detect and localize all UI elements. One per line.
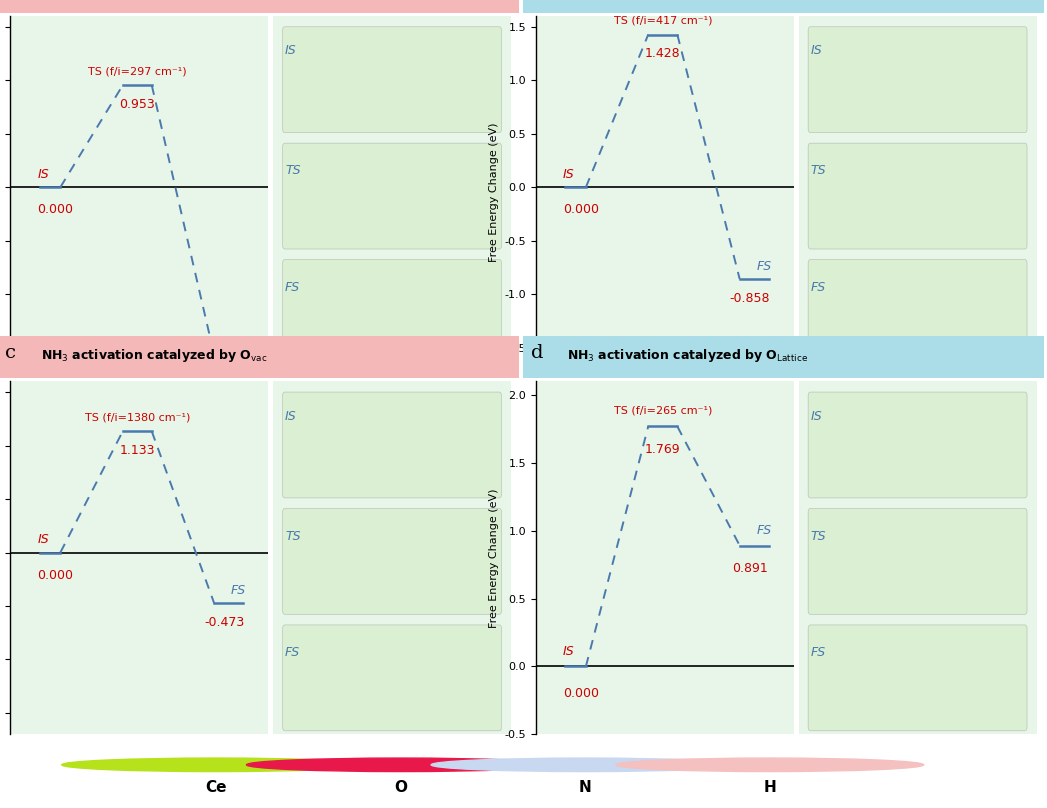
Text: 1.428: 1.428 xyxy=(645,48,681,61)
Text: H: H xyxy=(763,780,776,795)
Text: FS: FS xyxy=(285,646,300,659)
FancyBboxPatch shape xyxy=(283,625,502,730)
FancyBboxPatch shape xyxy=(283,392,502,498)
Text: 0.000: 0.000 xyxy=(38,569,73,582)
Text: IS: IS xyxy=(38,533,49,546)
FancyBboxPatch shape xyxy=(0,335,519,378)
Text: TS: TS xyxy=(285,164,300,177)
Text: 0.891: 0.891 xyxy=(732,562,767,574)
FancyBboxPatch shape xyxy=(808,27,1027,133)
Text: -0.858: -0.858 xyxy=(730,292,771,305)
Text: 0.000: 0.000 xyxy=(563,204,599,217)
Text: O: O xyxy=(394,780,407,795)
Text: FS: FS xyxy=(230,335,246,348)
FancyBboxPatch shape xyxy=(808,508,1027,614)
FancyBboxPatch shape xyxy=(283,143,502,249)
FancyBboxPatch shape xyxy=(524,0,1045,13)
Text: FS: FS xyxy=(810,646,826,659)
Text: IS: IS xyxy=(285,44,296,57)
Text: TS: TS xyxy=(810,164,826,177)
FancyBboxPatch shape xyxy=(808,259,1027,365)
Text: IS: IS xyxy=(563,168,575,181)
FancyBboxPatch shape xyxy=(808,392,1027,498)
Text: TS (f/i=265 cm⁻¹): TS (f/i=265 cm⁻¹) xyxy=(614,406,712,415)
Text: 1.769: 1.769 xyxy=(645,443,681,456)
FancyBboxPatch shape xyxy=(808,143,1027,249)
Circle shape xyxy=(62,758,370,772)
Text: FS: FS xyxy=(810,280,826,294)
Text: TS (f/i=417 cm⁻¹): TS (f/i=417 cm⁻¹) xyxy=(614,16,712,26)
Text: NH$_3$ activation catalyzed by O$_\mathrm{vac}$: NH$_3$ activation catalyzed by O$_\mathr… xyxy=(42,347,268,364)
FancyBboxPatch shape xyxy=(524,335,1045,378)
Text: 0.000: 0.000 xyxy=(563,687,599,700)
FancyBboxPatch shape xyxy=(808,625,1027,730)
Text: -1.567: -1.567 xyxy=(204,368,245,381)
Circle shape xyxy=(431,758,739,772)
Text: 0.000: 0.000 xyxy=(38,204,73,217)
Text: N: N xyxy=(579,780,592,795)
Text: 1.133: 1.133 xyxy=(119,444,155,457)
Text: FS: FS xyxy=(756,524,772,537)
Text: Ce: Ce xyxy=(205,780,226,795)
Text: IS: IS xyxy=(810,410,822,423)
Text: TS (f/i=297 cm⁻¹): TS (f/i=297 cm⁻¹) xyxy=(88,67,186,77)
Text: TS: TS xyxy=(810,530,826,543)
Y-axis label: Free Energy Change (eV): Free Energy Change (eV) xyxy=(489,123,499,263)
Circle shape xyxy=(616,758,923,772)
FancyBboxPatch shape xyxy=(283,259,502,365)
Text: IS: IS xyxy=(38,168,49,181)
Y-axis label: Free Energy Change (eV): Free Energy Change (eV) xyxy=(489,488,499,628)
Text: FS: FS xyxy=(285,280,300,294)
Text: IS: IS xyxy=(285,410,296,423)
Text: TS (f/i=1380 cm⁻¹): TS (f/i=1380 cm⁻¹) xyxy=(85,413,190,423)
Circle shape xyxy=(246,758,554,772)
FancyBboxPatch shape xyxy=(283,508,502,614)
Text: d: d xyxy=(531,344,543,362)
Text: IS: IS xyxy=(810,44,822,57)
Text: c: c xyxy=(5,344,17,362)
Text: -0.473: -0.473 xyxy=(204,616,245,629)
Text: IS: IS xyxy=(563,646,575,659)
Text: FS: FS xyxy=(230,583,246,596)
Text: FS: FS xyxy=(756,259,772,272)
Text: 0.953: 0.953 xyxy=(119,98,155,112)
FancyBboxPatch shape xyxy=(283,27,502,133)
Text: NH$_3$ activation catalyzed by O$_\mathrm{Lattice}$: NH$_3$ activation catalyzed by O$_\mathr… xyxy=(566,347,808,364)
FancyBboxPatch shape xyxy=(0,0,519,13)
Text: TS: TS xyxy=(285,530,300,543)
